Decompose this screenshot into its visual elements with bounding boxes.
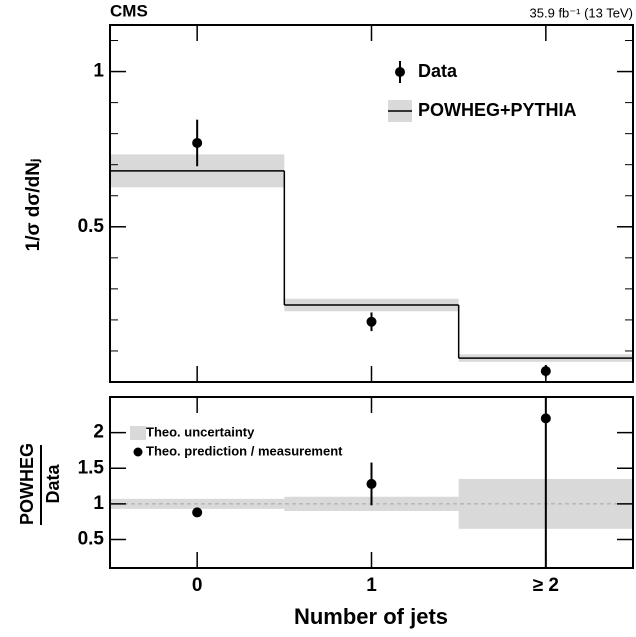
legend-marker xyxy=(130,426,146,440)
data-point xyxy=(366,316,377,327)
chart-title: CMS xyxy=(110,1,148,20)
y-tick-label: 0.5 xyxy=(78,529,105,550)
y-tick-label: 0.5 xyxy=(78,216,105,237)
legend-marker xyxy=(133,447,143,457)
uncertainty-band xyxy=(110,498,285,509)
plot-area xyxy=(110,119,633,378)
legend-label: Theo. uncertainty xyxy=(146,424,255,439)
x-axis-label: Number of jets xyxy=(294,604,448,629)
legend-label: Theo. prediction / measurement xyxy=(146,443,343,458)
x-tick-label: ≥ 2 xyxy=(533,575,559,596)
data-point xyxy=(192,507,203,518)
y-tick-label: 2 xyxy=(93,422,104,443)
x-tick-label: 0 xyxy=(192,575,203,596)
y-tick-label: 1 xyxy=(93,61,104,82)
x-tick-label: 1 xyxy=(366,575,377,596)
chart-subtitle: 35.9 fb⁻¹ (13 TeV) xyxy=(530,5,633,20)
data-point xyxy=(540,413,551,424)
data-point xyxy=(192,137,203,148)
ratio-denominator: Data xyxy=(43,464,63,504)
data-point xyxy=(366,478,377,489)
legend-label: POWHEG+PYTHIA xyxy=(418,100,577,120)
legend-label: Data xyxy=(418,61,458,81)
y-tick-label: 1.5 xyxy=(78,457,105,478)
y-tick-label: 1 xyxy=(93,493,104,514)
plot-area xyxy=(110,397,633,568)
ratio-numerator: POWHEG xyxy=(17,443,37,525)
legend-marker xyxy=(395,67,405,77)
y-axis-label: 1/σ dσ/dNⱼ xyxy=(23,159,44,252)
